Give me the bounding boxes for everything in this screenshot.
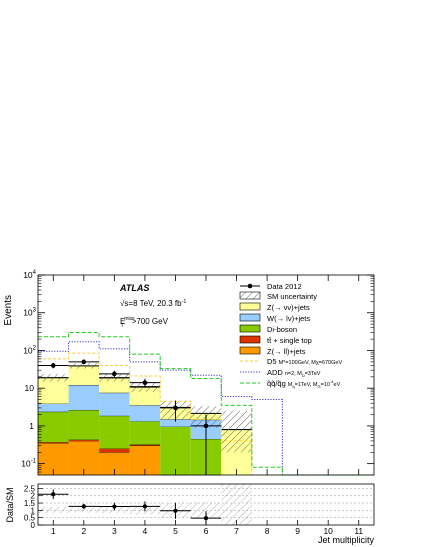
svg-text:Di-boson: Di-boson <box>267 325 297 334</box>
x-tick-label-6: 6 <box>204 526 209 536</box>
ratio-point-bin-6 <box>203 516 209 521</box>
sm-uncertainty-band-bin-2 <box>68 363 100 369</box>
energy-label: √s=8 TeV, 20.3 fb-1 <box>120 299 186 308</box>
main-y-ticks: 10-1 1 10 102 103 104 <box>21 270 374 473</box>
sm-uncertainty-band-bin-3 <box>99 373 130 382</box>
ratio-y-tick-label-1: 0.5 <box>24 514 36 523</box>
legend-entry-wlnu: W(→ lν)+jets <box>239 313 310 323</box>
legend-entry-ttbar: tt̄ + single top <box>239 335 312 345</box>
ratio-point-bin-5 <box>173 508 178 513</box>
legend-entry-diboson: Di-boson <box>239 324 297 334</box>
x-tick-label-10: 10 <box>323 526 333 536</box>
svg-text:D5M*=100GeV, Mχ=670GeV: D5 M*=100GeV, Mχ=670GeV <box>267 357 342 366</box>
data-point-bin-1 <box>50 363 56 368</box>
svg-text:Z(→ νν)+jets: Z(→ νν)+jets <box>267 303 310 312</box>
legend: Data 2012 SM uncertainty Z(→ νν)+jets W(… <box>239 282 342 389</box>
x-tick-label-8: 8 <box>265 526 270 536</box>
main-y-axis-label: Events <box>3 295 14 326</box>
sm-uncertainty-band-bin-1 <box>38 373 69 382</box>
y-tick-label-0: 10-1 <box>21 459 36 469</box>
ratio-point-bin-2 <box>81 504 86 509</box>
y-tick-label-2: 10 <box>25 383 35 393</box>
stack-bar-1-bin-3 <box>99 448 130 453</box>
stack-bar-2-bin-5 <box>160 426 191 475</box>
x-tick-label-4: 4 <box>143 526 148 536</box>
data-point-bin-4 <box>142 380 148 385</box>
svg-text:q̃q̃/q̃gMq̃=1TeV, MG̃=10-4eV: q̃q̃/q̃g Mq̃=1TeV, MG̃=10-4eV <box>267 379 341 389</box>
stack-bar-3-bin-1 <box>38 403 69 412</box>
legend-entry-znunu: Z(→ νν)+jets <box>239 302 310 312</box>
legend-entry-gravitino: q̃q̃/q̃g Mq̃=1TeV, MG̃=10-4eV <box>240 379 341 389</box>
stack-bar-1-bin-2 <box>68 439 100 441</box>
ratio-y-tick-label-3: 1.5 <box>24 499 36 508</box>
stack-bar-2-bin-2 <box>68 410 100 440</box>
ratio-y-axis-label: Data/SM <box>5 487 15 522</box>
x-tick-label-2: 2 <box>81 526 86 536</box>
x-tick-label-7: 7 <box>234 526 239 536</box>
ratio-y-tick-label-2: 1 <box>31 506 36 515</box>
ratio-band-bin-1 <box>38 506 69 514</box>
x-tick-label-3: 3 <box>112 526 117 536</box>
svg-text:Data 2012: Data 2012 <box>267 282 302 291</box>
stack-bar-2-bin-3 <box>99 415 130 449</box>
main-panel: 10-1 1 10 102 103 104 Events ATLAS √s=8 TeV, … <box>3 270 375 476</box>
ratio-panel: 00.511.522.5 1 2 3 4 5 6 7 8 9 10 11 Data/SM Jet m… <box>5 483 375 545</box>
signal-line-2 <box>38 331 374 476</box>
stack-bar-4-bin-2 <box>68 365 100 386</box>
stack-bar-4-bin-1 <box>38 377 69 404</box>
stack-bar-1-bin-1 <box>38 442 69 444</box>
ratio-grid <box>38 488 374 518</box>
y-tick-label-5: 104 <box>23 270 36 280</box>
ratio-point-bin-1 <box>51 492 56 497</box>
ratio-x-ticks: 1 2 3 4 5 6 7 8 9 10 11 <box>51 520 363 536</box>
stack-bar-2-bin-1 <box>38 411 69 443</box>
data-point-bin-5 <box>173 405 178 411</box>
svg-text:tt̄ + single top: tt̄ + single top <box>267 336 312 345</box>
uncertainty-band-layer <box>38 363 252 453</box>
legend-entry-zll: Z(→ ll)+jets <box>239 346 306 356</box>
y-tick-label-4: 103 <box>23 308 36 318</box>
data-point-bin-6 <box>203 423 209 429</box>
x-tick-label-1: 1 <box>51 526 56 536</box>
sm-uncertainty-band-bin-7 <box>221 410 252 453</box>
ratio-point-bin-3 <box>112 504 117 509</box>
legend-entry-data: Data 2012 <box>240 282 302 291</box>
legend-entry-add: ADD n=2, MD=3TeV <box>240 368 321 378</box>
ratio-point-bin-4 <box>142 504 148 509</box>
legend-entry-sm-uncertainty: SM uncertainty <box>239 291 317 301</box>
x-tick-label-9: 9 <box>295 526 300 536</box>
atlas-label: ATLAS <box>119 283 149 293</box>
stack-bar-1-bin-4 <box>129 444 161 446</box>
stack-bar-4-bin-3 <box>99 378 130 393</box>
stack-bar-3-bin-4 <box>129 405 161 422</box>
stack-bar-2-bin-4 <box>129 421 161 445</box>
met-label: Emiss T >700 GeV <box>120 316 169 329</box>
data-point-bin-3 <box>112 371 117 377</box>
ratio-y-tick-label-0: 0 <box>31 521 36 530</box>
ratio-y-tick-label-5: 2.5 <box>24 484 36 493</box>
x-axis-label: Jet multiplicity <box>318 535 375 545</box>
ratio-y-ticks: 00.511.522.5 <box>24 484 43 530</box>
main-x-ticks <box>52 275 360 475</box>
data-layer <box>38 359 222 475</box>
stack-bar-3-bin-3 <box>99 392 130 416</box>
stack-bar-0-bin-3 <box>99 452 130 475</box>
legend-entry-d5: D5 M*=100GeV, Mχ=670GeV <box>240 357 342 366</box>
x-tick-label-11: 11 <box>354 526 363 536</box>
svg-text:Z(→ ll)+jets: Z(→ ll)+jets <box>267 347 306 356</box>
svg-text:SM uncertainty: SM uncertainty <box>267 292 317 301</box>
svg-text:W(→ lν)+jets: W(→ lν)+jets <box>267 314 310 323</box>
y-tick-label-3: 102 <box>23 345 36 355</box>
y-tick-label-1: 1 <box>29 421 34 431</box>
stack-bar-3-bin-2 <box>68 385 100 411</box>
ratio-y-tick-label-4: 2 <box>31 492 36 501</box>
stack-bar-3-bin-5 <box>160 419 191 427</box>
ratio-band-bin-7 <box>221 484 252 525</box>
data-point-bin-2 <box>81 359 87 365</box>
x-tick-label-5: 5 <box>173 526 178 536</box>
ratio-data-layer <box>38 489 222 525</box>
